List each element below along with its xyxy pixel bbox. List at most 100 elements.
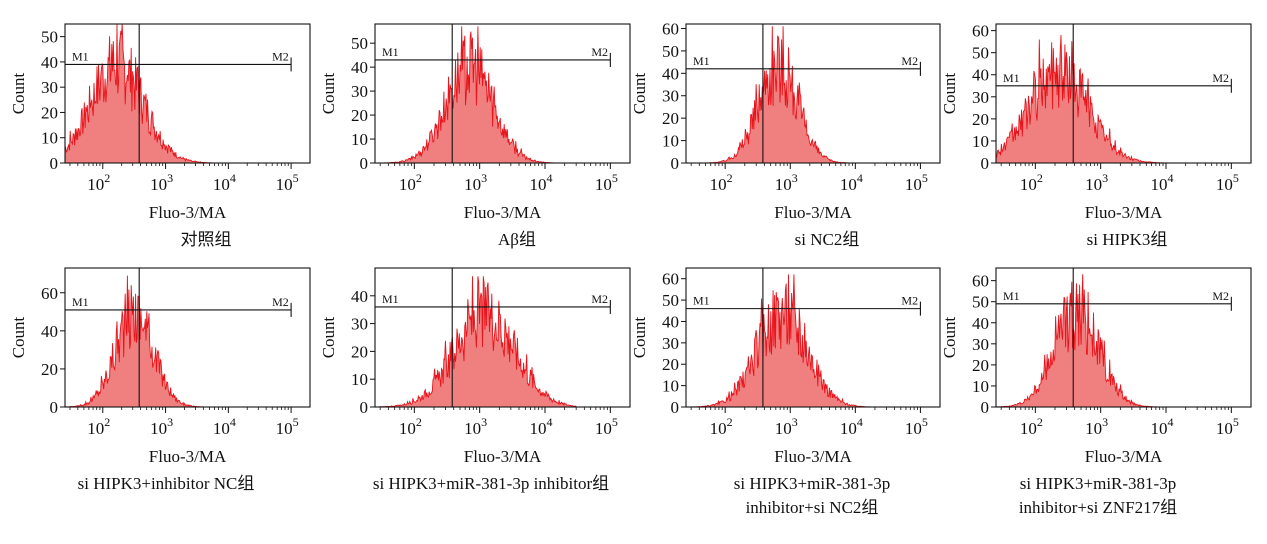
caption-line: si HIPK3+inhibitor NC组 [77, 474, 255, 493]
plot-frame [64, 23, 311, 164]
x-tick-exponent: 3 [481, 415, 487, 429]
y-tick-label: 0 [981, 398, 990, 417]
y-tick-label: 20 [41, 103, 58, 122]
histogram-panel-6: 0 10 20 30 40 102 103 104 105 Fluo-3/MA Count M1 M2 [319, 267, 631, 466]
y-tick-label: 20 [41, 360, 58, 379]
plot-frame [374, 23, 631, 164]
y-tick-label: 40 [41, 53, 58, 72]
x-tick-label: 102 [87, 415, 110, 438]
x-tick-exponent: 3 [481, 171, 487, 185]
x-tick-exponent: 2 [104, 415, 110, 429]
y-tick-label: 10 [351, 370, 368, 389]
plot-frame [685, 23, 941, 164]
y-tick-label: 40 [351, 287, 368, 306]
x-tick-label: 105 [1216, 171, 1239, 194]
histogram-panel-8: 0 10 20 30 40 50 60 102 103 104 105 Fluo-3/MA Count M… [940, 267, 1252, 466]
y-tick-label: 40 [972, 314, 989, 333]
y-tick-label: 30 [662, 334, 679, 353]
gate-label-m2: M2 [591, 45, 608, 59]
caption-line: si HIPK3组 [1086, 230, 1168, 249]
x-axis-title: Fluo-3/MA [1085, 447, 1163, 466]
x-tick-exponent: 5 [922, 171, 928, 185]
histogram-panel-5: 0 20 40 60 102 103 104 105 Fluo-3/MA Count M1 M2 [9, 267, 311, 466]
y-tick-label: 60 [662, 19, 679, 38]
x-tick-exponent: 2 [416, 171, 422, 185]
plot-frame [995, 23, 1252, 164]
y-tick-label: 20 [972, 356, 989, 375]
x-tick-exponent: 5 [293, 415, 299, 429]
gate-label-m2: M2 [272, 49, 289, 63]
x-tick-exponent: 3 [1102, 171, 1108, 185]
y-tick-label: 0 [360, 398, 369, 417]
x-tick-label: 104 [213, 415, 236, 438]
x-tick-label: 104 [1151, 171, 1174, 194]
y-tick-label: 0 [671, 398, 680, 417]
y-tick-label: 0 [50, 398, 59, 417]
plot-frame [685, 267, 941, 408]
y-tick-label: 50 [662, 42, 679, 61]
x-tick-exponent: 2 [416, 415, 422, 429]
plot-frame [64, 267, 311, 408]
x-tick-exponent: 3 [167, 171, 173, 185]
histogram-line [686, 274, 887, 408]
x-tick-label: 103 [775, 415, 798, 438]
gate-label-m2: M2 [1212, 289, 1229, 303]
y-tick-label: 40 [351, 58, 368, 77]
y-tick-label: 60 [972, 272, 989, 291]
x-tick-label: 104 [1151, 415, 1174, 438]
x-tick-exponent: 5 [612, 171, 618, 185]
y-tick-label: 10 [972, 132, 989, 151]
histogram-panel-3: 0 10 20 30 40 50 60 102 103 104 105 Fluo-3/MA Count M… [630, 19, 941, 222]
caption-panel-1: 对照组 [46, 228, 366, 252]
y-axis-title: Count [630, 72, 649, 114]
y-tick-label: 50 [972, 44, 989, 63]
gate-label-m1: M1 [693, 54, 710, 68]
histogram-area [65, 275, 259, 407]
x-tick-exponent: 2 [1037, 171, 1043, 185]
x-tick-exponent: 2 [727, 415, 733, 429]
gate-label-m1: M1 [1003, 71, 1020, 85]
x-tick-exponent: 4 [1168, 415, 1174, 429]
x-tick-exponent: 3 [167, 415, 173, 429]
caption-panel-7: si HIPK3+miR-381-3p inhibitor+si NC2组 [652, 472, 972, 520]
y-tick-label: 10 [351, 130, 368, 149]
caption-panel-2: Aβ组 [357, 228, 677, 252]
x-tick-exponent: 3 [1102, 415, 1108, 429]
x-tick-label: 105 [276, 415, 299, 438]
histogram-panel-2: 0 10 20 30 40 50 102 103 104 105 Fluo-3/MA Count M1 M… [319, 23, 631, 222]
y-tick-label: 10 [662, 377, 679, 396]
gate-label-m2: M2 [1212, 71, 1229, 85]
gate-label-m1: M1 [72, 49, 89, 63]
caption-panel-5: si HIPK3+inhibitor NC组 [6, 472, 326, 496]
x-tick-label: 104 [840, 171, 863, 194]
x-tick-label: 104 [840, 415, 863, 438]
x-axis-title: Fluo-3/MA [149, 203, 227, 222]
y-axis-title: Count [940, 72, 959, 114]
y-tick-label: 0 [981, 154, 990, 173]
x-tick-label: 105 [905, 415, 928, 438]
gate-label-m2: M2 [901, 54, 918, 68]
y-tick-label: 40 [41, 322, 58, 341]
histogram-panel-7: 0 10 20 30 40 50 60 102 103 104 105 Fluo-3/MA Count M… [630, 267, 941, 466]
x-tick-label: 103 [1085, 415, 1108, 438]
x-tick-exponent: 3 [792, 171, 798, 185]
x-tick-label: 103 [150, 415, 173, 438]
x-tick-exponent: 5 [612, 415, 618, 429]
gate-label-m1: M1 [693, 294, 710, 308]
y-tick-label: 10 [41, 129, 58, 148]
x-tick-exponent: 5 [293, 171, 299, 185]
gate-label-m2: M2 [901, 294, 918, 308]
y-axis-title: Count [940, 316, 959, 358]
x-tick-exponent: 4 [857, 415, 863, 429]
gate-label-m1: M1 [72, 295, 89, 309]
x-tick-exponent: 2 [104, 171, 110, 185]
x-tick-label: 103 [150, 171, 173, 194]
y-tick-label: 30 [972, 88, 989, 107]
x-tick-label: 103 [464, 171, 487, 194]
x-tick-exponent: 4 [547, 415, 553, 429]
x-tick-label: 104 [213, 171, 236, 194]
x-tick-exponent: 5 [922, 415, 928, 429]
gate-label-m1: M1 [382, 45, 399, 59]
x-axis-title: Fluo-3/MA [149, 447, 227, 466]
